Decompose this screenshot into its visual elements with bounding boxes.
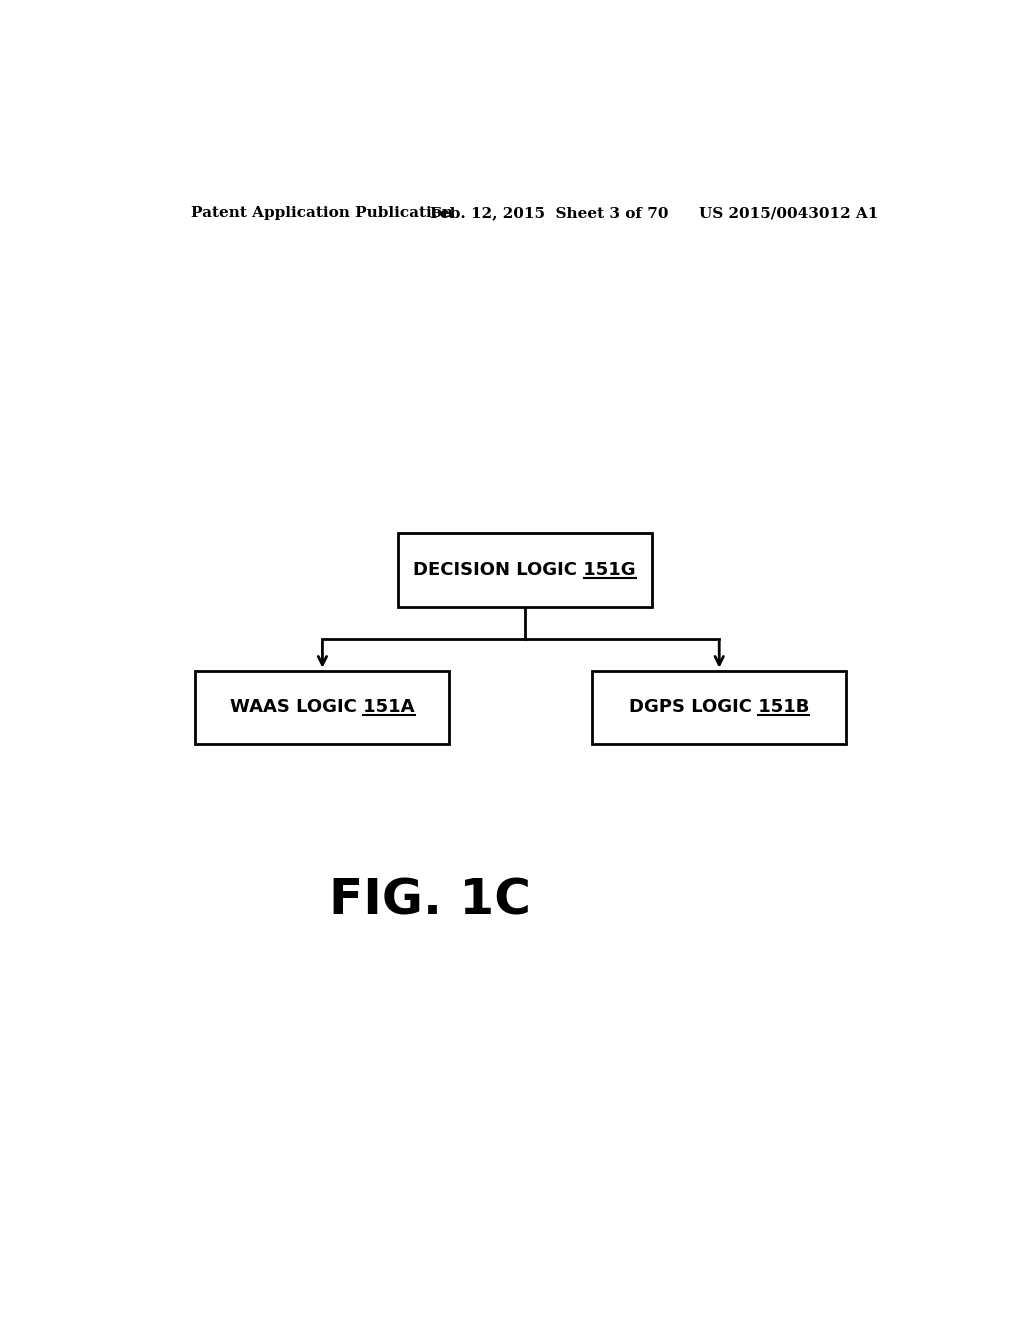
Text: DECISION LOGIC 151G: DECISION LOGIC 151G <box>414 561 636 579</box>
Text: US 2015/0043012 A1: US 2015/0043012 A1 <box>699 206 879 220</box>
FancyBboxPatch shape <box>397 533 651 607</box>
FancyBboxPatch shape <box>592 671 846 744</box>
Text: Feb. 12, 2015  Sheet 3 of 70: Feb. 12, 2015 Sheet 3 of 70 <box>430 206 668 220</box>
Text: DGPS LOGIC 151B: DGPS LOGIC 151B <box>629 698 809 717</box>
Text: WAAS LOGIC 151A: WAAS LOGIC 151A <box>230 698 415 717</box>
FancyBboxPatch shape <box>196 671 450 744</box>
Text: FIG. 1C: FIG. 1C <box>329 876 530 924</box>
Text: Patent Application Publication: Patent Application Publication <box>191 206 454 220</box>
